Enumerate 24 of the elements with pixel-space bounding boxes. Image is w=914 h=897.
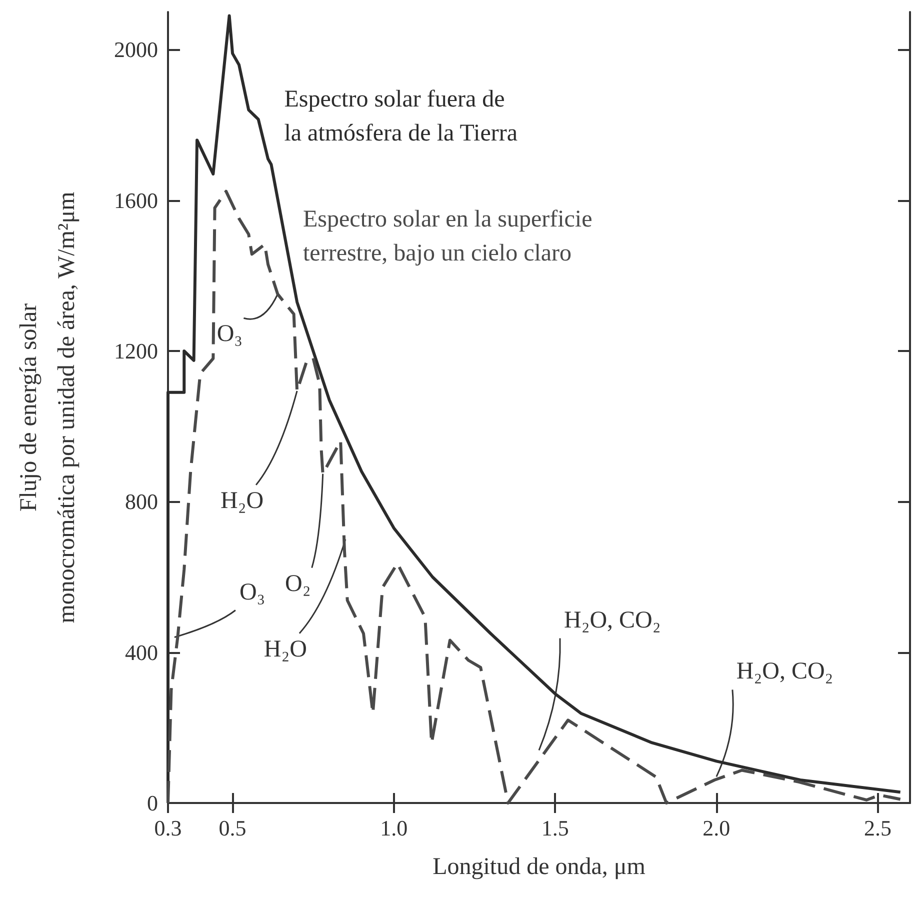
annotation: O₃: [239, 579, 266, 606]
y-tick-label: 800: [125, 489, 158, 514]
annotation: H₂O, CO₂: [564, 607, 661, 634]
y-tick-label: 400: [125, 640, 158, 665]
annotation: H₂O, CO₂: [736, 658, 834, 685]
x-tick-label: 2.5: [864, 816, 892, 840]
y-tick-label: 0: [147, 790, 158, 816]
x-tick-label: 0.5: [218, 816, 246, 840]
x-tick-label: 1.0: [380, 816, 408, 840]
series-label: Espectro solar fuera de la atmósfera de la Tierra: [284, 86, 518, 147]
series-label: Espectro solar en la superficie terrestre, bajo un cielo claro: [303, 206, 592, 266]
line-series: [166, 190, 902, 804]
annotation: O₂: [285, 570, 311, 597]
x-axis-title: Longitud de onda, μm: [432, 854, 646, 880]
y-tick-label: 1200: [114, 338, 158, 364]
y-tick-label: 2000: [114, 37, 158, 62]
annotation: H₂O: [220, 488, 264, 514]
y-axis-title: Flujo de energía solar monocromática por unidad de área, W/m²μm: [16, 191, 80, 624]
annotation: H₂O: [264, 636, 307, 662]
x-tick-label: 0.3: [154, 816, 182, 840]
annotation: O₃: [216, 321, 243, 348]
x-tick-label: 2.0: [702, 816, 730, 840]
y-tick-label: 1600: [114, 188, 158, 213]
x-tick-label: 1.5: [541, 816, 569, 840]
